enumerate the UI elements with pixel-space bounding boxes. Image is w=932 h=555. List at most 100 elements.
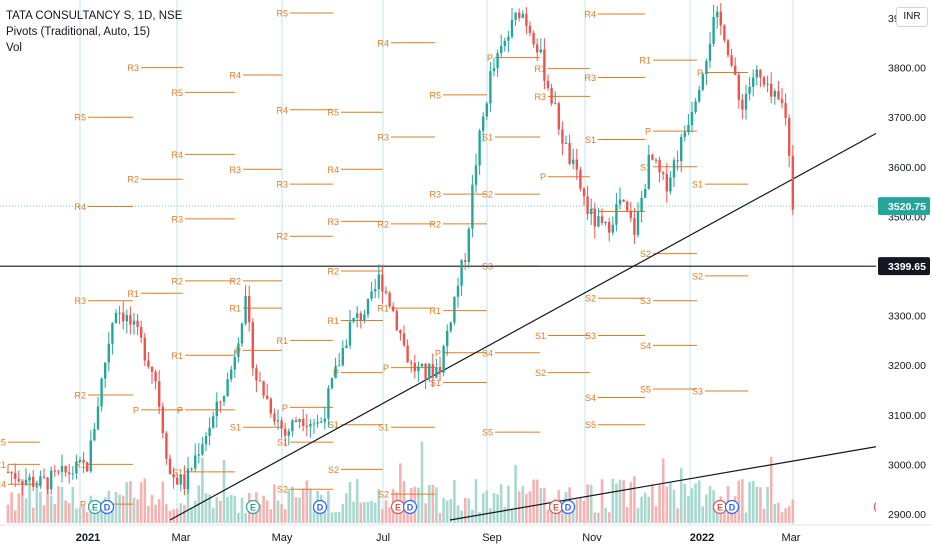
price-tick-label: 3300.00 [888,311,926,323]
volume-bar [474,479,478,523]
candle-body [424,363,427,380]
volume-bar [219,500,222,523]
volume-bar [125,481,129,523]
volume-bar [478,512,481,523]
candle-body [129,315,132,325]
pivot-label: S3 [640,296,651,306]
candle-body [716,11,719,18]
candle-body [287,431,290,436]
volume-bar [575,499,579,523]
candle-body [165,433,168,459]
event-letter: D [407,503,414,513]
candle-body [222,396,226,402]
volume-bar [485,490,489,523]
candle-body [150,366,154,372]
candle-body [500,46,503,54]
volume-bar [435,487,438,523]
volume-bar [64,500,67,523]
candle-body [482,116,485,131]
pivot-label: R2 [171,276,183,286]
pivot-label: R5 [0,438,6,448]
pivot-label: S5 [482,428,493,438]
candle-body [413,362,416,372]
volume-bar [78,507,82,523]
candle-body [395,311,398,331]
volume-bar [355,479,359,523]
volume-bar [647,496,651,523]
candle-body [698,89,701,102]
pivot-label: R3 [429,190,441,200]
volume-bar [503,506,507,523]
last-price-badge [878,197,930,216]
event-markers: EDEDEDEDEDE [87,499,889,515]
candle-body [543,49,546,81]
indicator-label[interactable]: Pivots (Traditional, Auto, 15) [6,26,151,38]
candle-body [345,345,348,349]
candle-body [748,86,751,94]
volume-bar [431,484,435,523]
trend-lines [0,127,887,521]
candle-body [392,306,395,312]
volume-bar [438,512,442,523]
symbol-title[interactable]: TATA CONSULTANCY S, 1D, NSE [6,10,183,22]
volume-bar [330,512,334,523]
candle-body [125,315,128,322]
volume-bar [121,495,125,523]
candle-body [438,366,442,373]
event-letter: D [317,503,324,513]
pivot-label: R2 [327,266,339,276]
candle-body [82,459,85,463]
volume-bar [737,480,741,523]
volume-bar [327,490,330,523]
candle-body [352,317,355,322]
candle-body [528,25,532,33]
candle-body [370,291,373,299]
volume-bar [388,507,391,523]
pivot-label: P [590,207,596,217]
candle-body [402,333,406,346]
volume-bar [769,456,773,523]
candle-body [561,129,564,144]
candle-body [53,470,56,472]
candle-body [708,43,712,61]
volume-bar [643,492,647,523]
candle-body [575,159,578,170]
pivot-label: S3 [692,386,703,396]
candle-body [546,80,550,89]
volume-bar [687,496,690,523]
volume-bar [337,512,341,523]
event-marker [312,499,328,515]
volume-bar [39,491,42,523]
candle-body [788,118,791,156]
volume-bar [528,491,532,523]
candle-body [366,298,370,315]
volume-bar [204,493,208,523]
candle-body [341,348,344,366]
candle-body [21,481,24,484]
volume-bar [427,485,431,523]
volume-bar [679,467,683,523]
currency-badge[interactable]: INR [896,7,928,27]
volume-bar [399,463,402,523]
candle-body [50,470,53,490]
volume-bar [525,493,528,523]
candle-body [672,160,676,178]
pivot-label: R4 [171,150,183,160]
pivot-label: S1 [535,331,546,341]
candle-body [35,485,38,487]
time-tick-label: Sep [482,532,502,544]
candle-body [302,418,305,426]
candle-body [183,474,186,490]
volume-bar [240,497,244,523]
candle-body [24,479,28,484]
volume-bar [453,479,456,523]
pivot-label: R2 [377,219,389,229]
volume-label[interactable]: Vol [6,42,22,54]
volume-bar [82,504,85,523]
candle-body [428,364,431,380]
volume-bar [489,508,492,523]
candle-body [215,401,218,417]
candle-body [374,289,377,292]
